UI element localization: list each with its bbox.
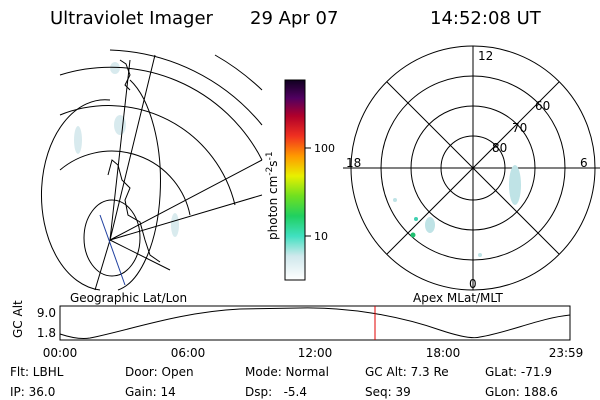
mlat-label: 70 <box>512 121 527 135</box>
date: 29 Apr 07 <box>250 8 338 29</box>
footer-field: GC Alt: 7.3 Re <box>365 365 449 379</box>
altitude-tick: 1.8 <box>37 326 56 340</box>
time-tick: 06:00 <box>171 346 206 360</box>
colorbar: 100 10 photon cm-2s-1 <box>265 79 335 281</box>
mlat-label: 80 <box>492 141 507 155</box>
geo-map: Geographic Lat/Lon <box>41 49 263 305</box>
title: Ultraviolet Imager <box>50 8 214 29</box>
footer-field: IP: 36.0 <box>10 385 55 399</box>
footer-field: Gain: 14 <box>125 385 176 399</box>
footer-field: Seq: 39 <box>365 385 411 399</box>
altitude-axis-label: GC Alt <box>11 300 25 338</box>
polar-plot: 12 18 6 0 60 70 80 Apex MLat/MLT <box>343 45 600 305</box>
polar-label: Apex MLat/MLT <box>413 291 503 305</box>
time-tick: 12:00 <box>298 346 333 360</box>
map-label: Geographic Lat/Lon <box>70 291 187 305</box>
colorbar-label: photon cm-2s-1 <box>265 151 280 240</box>
mlat-label: 60 <box>535 99 550 113</box>
mlt-label: 6 <box>580 156 588 170</box>
colorbar-tick: 10 <box>314 230 328 243</box>
footer-field: Dsp: -5.4 <box>245 385 307 399</box>
mlt-label: 0 <box>469 277 477 291</box>
footer: Flt: LBHL Door: Open Mode: Normal GC Alt: 7… <box>10 365 558 399</box>
time-tick: 23:59 <box>549 346 584 360</box>
footer-field: Flt: LBHL <box>10 365 64 379</box>
altitude-strip: GC Alt 9.0 1.8 00:00 06:00 12:00 18:00 2… <box>11 300 583 360</box>
mlt-label: 18 <box>346 156 361 170</box>
footer-field: GLon: 188.6 <box>485 385 558 399</box>
altitude-tick: 9.0 <box>37 306 56 320</box>
colorbar-tick: 100 <box>314 142 335 155</box>
footer-field: Door: Open <box>125 365 194 379</box>
footer-field: GLat: -71.9 <box>485 365 552 379</box>
time-tick: 18:00 <box>426 346 461 360</box>
time: 14:52:08 UT <box>430 8 542 29</box>
mlt-label: 12 <box>478 49 493 63</box>
time-tick: 00:00 <box>43 346 78 360</box>
footer-field: Mode: Normal <box>245 365 329 379</box>
